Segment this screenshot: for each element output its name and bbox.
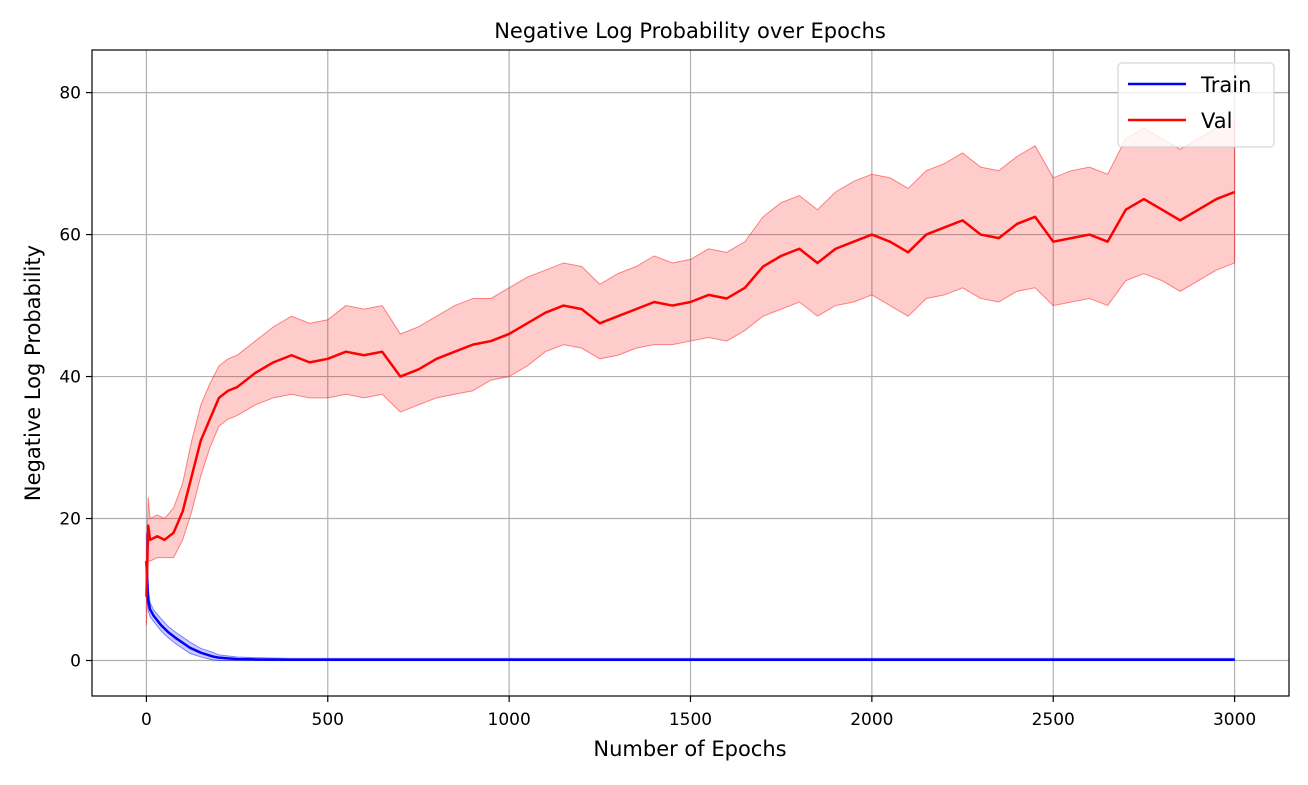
y-tick-label: 0: [70, 652, 81, 672]
grid: [92, 50, 1289, 696]
x-tick-label: 0: [141, 710, 152, 730]
legend-label-train: Train: [1200, 73, 1251, 97]
x-tick-label: 500: [312, 710, 344, 730]
band-val: [145, 120, 1236, 626]
x-axis-ticks: 0 500 1000 1500 2000 2500 3000: [141, 696, 1256, 730]
legend: Train Val: [1117, 62, 1275, 148]
x-tick-label: 2500: [1032, 710, 1075, 730]
x-tick-label: 1500: [669, 710, 712, 730]
x-tick-label: 3000: [1213, 710, 1256, 730]
series-lines: [145, 190, 1236, 662]
y-tick-label: 80: [59, 84, 81, 104]
y-axis-title: Negative Log Probability: [21, 245, 45, 501]
y-tick-label: 40: [59, 368, 81, 388]
y-tick-label: 60: [59, 226, 81, 246]
y-tick-label: 20: [59, 510, 81, 530]
legend-label-val: Val: [1201, 109, 1232, 133]
x-tick-label: 1000: [488, 710, 531, 730]
line-train: [145, 561, 1235, 662]
chart-title: Negative Log Probability over Epochs: [494, 19, 886, 43]
y-axis-ticks: 0 20 40 60 80: [59, 84, 92, 672]
x-tick-label: 2000: [850, 710, 893, 730]
x-axis-title: Number of Epochs: [593, 737, 786, 761]
line-val: [145, 190, 1236, 597]
